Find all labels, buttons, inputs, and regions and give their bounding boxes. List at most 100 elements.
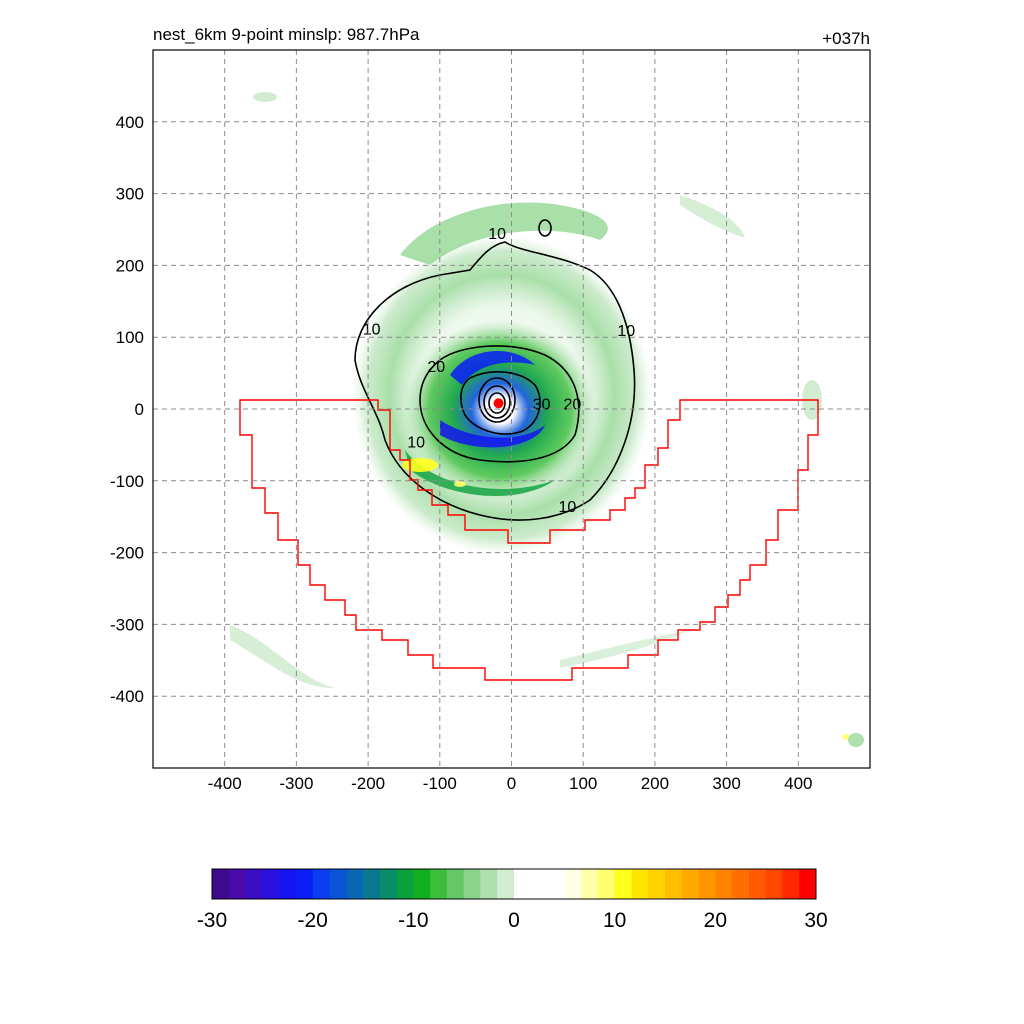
colorbar-cell bbox=[396, 869, 414, 899]
y-tick-label: -300 bbox=[110, 615, 144, 634]
colorbar-tick-label: 30 bbox=[804, 909, 827, 932]
colorbar-cell bbox=[614, 869, 632, 899]
contour-lines bbox=[354, 219, 636, 521]
colorbar-cells bbox=[212, 869, 817, 899]
colorbar-cell bbox=[212, 869, 230, 899]
colorbar-cell bbox=[564, 869, 582, 899]
y-tick-label: 200 bbox=[116, 256, 144, 275]
x-tick-label: 400 bbox=[784, 774, 812, 793]
x-tick-label: 100 bbox=[569, 774, 597, 793]
x-tick-label: 300 bbox=[712, 774, 740, 793]
colorbar: -30 -20 -10 0 10 20 30 bbox=[197, 868, 828, 932]
contour-label: 10 bbox=[363, 322, 381, 339]
colorbar-tick-label: 0 bbox=[508, 909, 520, 932]
colorbar-cell bbox=[446, 869, 465, 899]
colorbar-tick-label: 10 bbox=[603, 909, 626, 932]
contour-label: 10 bbox=[407, 434, 425, 451]
contour-label: 10 bbox=[559, 499, 577, 516]
colorbar-cell bbox=[597, 869, 616, 899]
contour-label: 20 bbox=[427, 359, 445, 376]
northwest-faint-spot bbox=[253, 92, 277, 102]
colorbar-cell bbox=[497, 869, 515, 899]
colorbar-tick-labels: -30 -20 -10 0 10 20 30 bbox=[197, 909, 828, 932]
y-tick-label: 100 bbox=[116, 328, 144, 347]
contour-core-3 bbox=[488, 392, 506, 414]
colorbar-cell bbox=[245, 869, 263, 899]
y-tick-label: 300 bbox=[116, 185, 144, 204]
colorbar-cell bbox=[631, 869, 649, 899]
colorbar-cell bbox=[312, 869, 330, 899]
x-tick-label: -300 bbox=[279, 774, 313, 793]
colorbar-cell bbox=[514, 869, 532, 899]
colorbar-cell bbox=[732, 869, 750, 899]
contour-label-layer: 10 10 10 10 10 20 20 30 bbox=[363, 226, 635, 516]
colorbar-cell bbox=[665, 869, 683, 899]
colorbar-cell bbox=[346, 869, 364, 899]
colorbar-cell bbox=[698, 869, 716, 899]
north-band bbox=[400, 202, 608, 265]
blue-core-north bbox=[450, 351, 535, 385]
colorbar-cell bbox=[262, 869, 280, 899]
colorbar-tick-label: 20 bbox=[704, 909, 727, 932]
green-southwest-band bbox=[405, 450, 555, 497]
contour-label: 20 bbox=[564, 396, 582, 413]
colorbar-cell bbox=[279, 869, 297, 899]
colorbar-cell bbox=[363, 869, 381, 899]
y-tick-label: -100 bbox=[110, 472, 144, 491]
contour-label: 30 bbox=[533, 396, 551, 413]
colorbar-frame bbox=[211, 868, 817, 900]
x-tick-label: 0 bbox=[507, 774, 516, 793]
contour-10 bbox=[354, 241, 636, 521]
colorbar-cell bbox=[379, 869, 398, 899]
contour-20 bbox=[419, 345, 580, 463]
y-tick-label: 0 bbox=[135, 400, 144, 419]
southeast-faint-spot bbox=[848, 733, 864, 747]
colorbar-cell bbox=[748, 869, 767, 899]
colorbar-cell bbox=[799, 869, 817, 899]
contour-core-1 bbox=[478, 377, 516, 423]
contour-core-2 bbox=[483, 385, 511, 419]
contour-small-north bbox=[538, 219, 552, 237]
colorbar-cell bbox=[648, 869, 666, 899]
positive-spot-2 bbox=[454, 481, 466, 487]
colorbar-cell bbox=[295, 869, 314, 899]
colorbar-tick-label: -20 bbox=[297, 909, 327, 932]
colorbar-cell bbox=[765, 869, 783, 899]
positive-spot-1 bbox=[402, 458, 438, 472]
colorbar-cell bbox=[463, 869, 481, 899]
blue-core-south bbox=[440, 420, 545, 448]
contour-30 bbox=[460, 371, 541, 435]
x-tick-label: -100 bbox=[423, 774, 457, 793]
chart-title: nest_6km 9-point minslp: 987.7hPa bbox=[153, 25, 420, 44]
northeast-faint-band bbox=[680, 195, 745, 238]
positive-spot-3 bbox=[842, 734, 850, 740]
grid-lines bbox=[153, 50, 870, 768]
y-tick-label: -200 bbox=[110, 544, 144, 563]
forecast-hour-label: +037h bbox=[822, 29, 870, 48]
shaded-field: 10 10 10 10 10 20 20 30 bbox=[230, 92, 864, 747]
colorbar-cell bbox=[715, 869, 733, 899]
y-tick-label: 400 bbox=[116, 113, 144, 132]
contour-label: 10 bbox=[488, 226, 506, 243]
x-tick-label: 200 bbox=[641, 774, 669, 793]
y-axis-ticks: 400 300 200 100 0 -100 -200 -300 -400 bbox=[110, 113, 144, 706]
colorbar-cell bbox=[228, 869, 247, 899]
plot-frame bbox=[152, 49, 871, 769]
contour-label: 10 bbox=[617, 323, 635, 340]
colorbar-cell bbox=[547, 869, 565, 899]
colorbar-cell bbox=[480, 869, 498, 899]
colorbar-cell bbox=[581, 869, 599, 899]
storm-center-marker bbox=[493, 398, 504, 409]
x-tick-label: -200 bbox=[351, 774, 385, 793]
colorbar-cell bbox=[681, 869, 700, 899]
colorbar-cell bbox=[430, 869, 448, 899]
x-tick-label: -400 bbox=[208, 774, 242, 793]
colorbar-cell bbox=[782, 869, 800, 899]
colorbar-cell bbox=[530, 869, 549, 899]
colorbar-tick-label: -30 bbox=[197, 909, 227, 932]
colorbar-cell bbox=[413, 869, 431, 899]
colorbar-cell bbox=[329, 869, 347, 899]
boundary-polygon bbox=[239, 399, 819, 681]
y-tick-label: -400 bbox=[110, 687, 144, 706]
